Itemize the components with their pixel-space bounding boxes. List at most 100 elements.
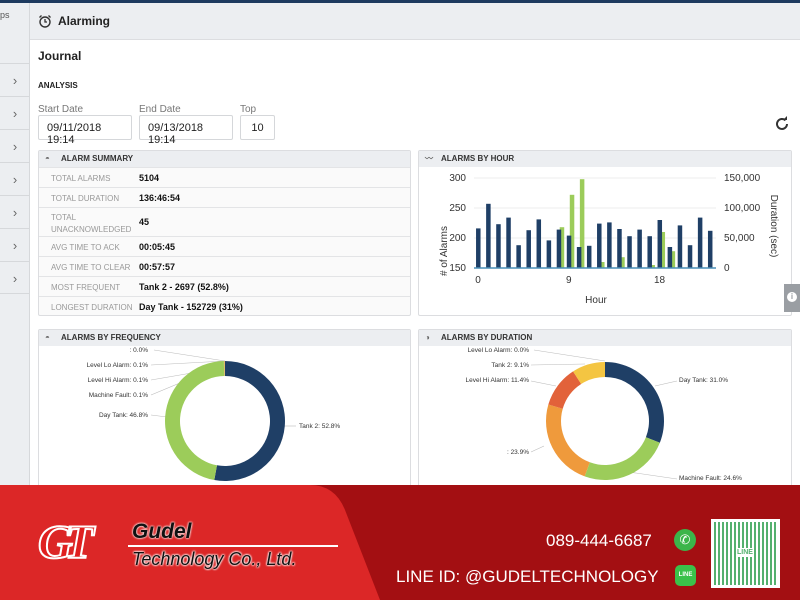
phone-number[interactable]: 089-444-6687 (546, 531, 652, 550)
top-label: Top (240, 104, 257, 115)
y-tick-label: 300 (449, 173, 466, 184)
x-tick-label: 0 (475, 275, 481, 286)
company-logo: GT (37, 515, 95, 570)
duration-donut (530, 349, 678, 480)
duration-bar (650, 265, 655, 268)
frequency-donut (150, 349, 296, 481)
slice-label: Tank 2: 9.1% (491, 362, 529, 369)
slice-label: Level Lo Alarm: 0.0% (467, 347, 529, 354)
sidebar-item[interactable]: › (0, 96, 30, 129)
slice-label: Machine Fault: 24.6% (679, 475, 742, 482)
y2-tick-label: 0 (724, 263, 730, 274)
sidebar-item[interactable]: › (0, 195, 30, 228)
donut-slice (605, 362, 664, 443)
alarm-count-bar (627, 236, 632, 268)
panel-title: ALARMS BY DURATION (441, 333, 533, 342)
app-title: Alarming (58, 14, 111, 28)
line-id[interactable]: LINE ID: @GUDELTECHNOLOGY (396, 567, 659, 586)
refresh-icon[interactable] (774, 116, 790, 132)
shield-icon: ◓ (45, 333, 50, 342)
alarms-by-frequency-panel: ◓ ALARMS BY FREQUENCY : 0.0% Level Lo Ala… (38, 329, 411, 495)
summary-row: AVG TIME TO CLEAR 00:57:57 (39, 256, 410, 276)
line-qr-code[interactable]: LINE (711, 519, 780, 588)
slice-label: Level Hi Alarm: 11.4% (465, 377, 529, 384)
alarm-count-bar (597, 223, 602, 268)
sidebar-item[interactable]: › (0, 129, 30, 162)
alarm-clock-icon (39, 15, 51, 28)
chevron-right-icon: › (12, 106, 18, 121)
chevron-right-icon: › (12, 73, 18, 88)
sidebar-item[interactable]: › (0, 162, 30, 195)
alarm-count-bar (476, 228, 481, 268)
sidebar-top-label: ps (0, 10, 10, 20)
summary-row: TOTAL ALARMS 5104 (39, 167, 410, 187)
donut-slice (546, 404, 590, 477)
duration-bar (579, 179, 585, 268)
alarm-count-bar (496, 224, 501, 268)
y2-axis-label: Duration (sec) (768, 195, 779, 258)
y-axis-label: # of Alarms (439, 226, 450, 276)
chevron-right-icon: › (12, 139, 18, 154)
summary-row: MOST FREQUENT Tank 2 - 2697 (52.8%) (39, 276, 410, 296)
promo-banner: GT Gudel Technology Co., Ltd. 089-444-66… (0, 485, 800, 600)
slice-label: Tank 2: 52.8% (299, 423, 341, 430)
sidebar-item[interactable]: › (0, 228, 30, 261)
y2-tick-label: 50,000 (724, 233, 755, 244)
duration-bar (600, 262, 605, 268)
y-tick-label: 250 (449, 203, 466, 214)
end-date-label: End Date (139, 104, 181, 115)
y2-tick-label: 150,000 (724, 173, 761, 184)
sidebar-item[interactable]: › (0, 63, 30, 96)
y-tick-label: 200 (449, 233, 466, 244)
slice-label: : 0.0% (129, 347, 148, 354)
logo-rule (128, 545, 338, 547)
panel-title: ALARMS BY HOUR (441, 154, 515, 163)
slice-label: Day Tank: 31.0% (679, 377, 729, 384)
alarm-count-bar (566, 235, 572, 268)
donut-slice (584, 437, 660, 480)
alarm-count-bar (486, 203, 491, 268)
top-input[interactable]: 10 (240, 115, 275, 140)
start-date-input[interactable]: 09/11/2018 19:14 (38, 115, 132, 146)
alarm-count-bar (617, 229, 622, 268)
chevron-right-icon: › (12, 238, 18, 253)
slice-label: Level Lo Alarm: 0.1% (86, 362, 148, 369)
donut-slice (165, 361, 225, 481)
alarm-summary-panel: ◓ ALARM SUMMARY TOTAL ALARMS 5104 TOTAL DU… (38, 150, 411, 316)
line-app-icon: LINE (675, 565, 696, 586)
sidebar-item[interactable]: › (0, 261, 30, 294)
alarm-count-bar (556, 229, 562, 268)
company-name-line1: Gudel (132, 520, 192, 543)
alarm-count-bar (586, 245, 592, 268)
duration-bar (660, 232, 666, 268)
slice-label: : 23.9% (506, 449, 529, 456)
chevron-right-icon: › (12, 205, 18, 220)
company-name-line2: Technology Co., Ltd. (132, 549, 297, 569)
x-tick-label: 18 (654, 275, 666, 286)
end-date-input[interactable]: 09/13/2018 19:14 (139, 115, 233, 146)
top-strip (0, 0, 800, 3)
x-tick-label: 9 (566, 275, 572, 286)
y2-tick-label: 100,000 (724, 203, 761, 214)
slice-label: Machine Fault: 0.1% (88, 392, 148, 399)
alarm-count-bar (526, 230, 531, 268)
alarm-count-bar (697, 217, 703, 268)
duration-bar (620, 257, 625, 268)
donut-slice (573, 362, 605, 384)
start-date-label: Start Date (38, 104, 84, 115)
summary-row: AVG TIME TO ACK 00:05:45 (39, 236, 410, 256)
slice-label: Day Tank: 46.8% (98, 412, 148, 419)
duration-bar (670, 251, 676, 268)
banner-red-shape (0, 485, 380, 600)
summary-row: TOTAL DURATION 136:46:54 (39, 187, 410, 207)
alarm-count-bar (667, 247, 673, 268)
panel-title: ALARM SUMMARY (61, 154, 134, 163)
alarm-count-bar (687, 245, 693, 268)
summary-row: TOTAL UNACKNOWLEDGED 45 (39, 207, 410, 236)
y-tick-label: 150 (449, 263, 466, 274)
info-tab[interactable]: i (784, 284, 800, 312)
alarm-count-bar (576, 247, 582, 268)
alarm-count-bar (546, 240, 552, 268)
phone-icon: ✆ (674, 529, 696, 551)
line-chart-icon: 〰 (425, 154, 433, 163)
